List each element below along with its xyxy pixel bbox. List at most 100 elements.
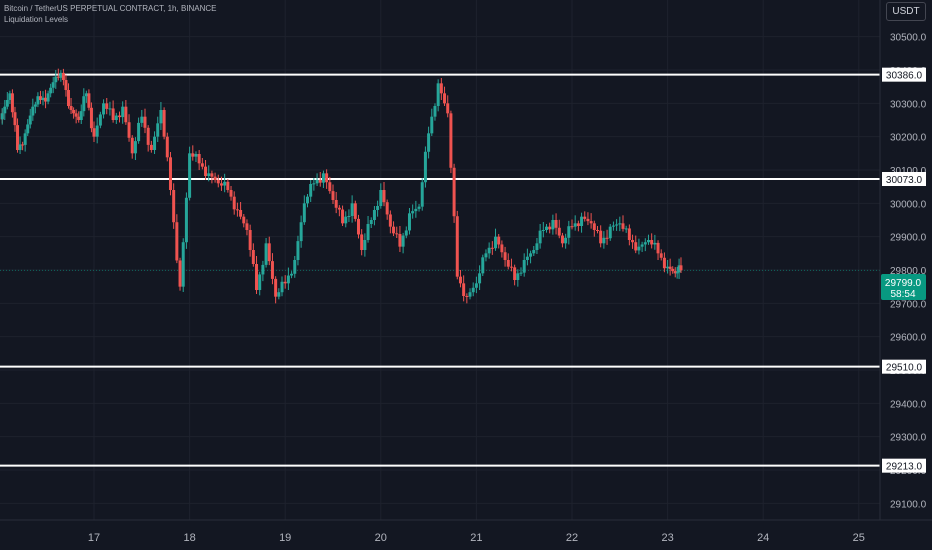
candle-body xyxy=(242,216,246,224)
candle-body xyxy=(509,266,513,268)
candle-body xyxy=(407,213,411,231)
level-price-tags: 30386.0 30073.0 29510.0 29213.0 xyxy=(882,67,926,473)
candle-body xyxy=(659,253,663,258)
candle-body xyxy=(401,235,405,247)
candle-body xyxy=(487,247,491,254)
candle-body xyxy=(363,240,367,250)
candle-body xyxy=(404,230,408,236)
candle-body xyxy=(258,274,262,290)
candle-body xyxy=(497,236,501,245)
candle-body xyxy=(595,230,599,231)
candle-body xyxy=(592,223,596,230)
candle-body xyxy=(458,276,462,284)
candle-body xyxy=(538,230,542,244)
y-tick-label: 29900.0 xyxy=(890,233,927,244)
candle-body xyxy=(92,128,96,137)
candle-body xyxy=(13,112,17,126)
candle-body xyxy=(18,144,22,150)
candle-body xyxy=(264,243,268,265)
candle-body xyxy=(662,257,666,269)
x-tick-label: 23 xyxy=(661,532,673,544)
candle-body xyxy=(503,252,507,260)
candle-body xyxy=(564,237,568,244)
indicator-title[interactable]: Liquidation Levels xyxy=(4,15,69,24)
candle-body xyxy=(267,243,271,262)
candle-body xyxy=(398,234,402,247)
candle-body xyxy=(328,182,332,192)
candle-body xyxy=(146,127,150,145)
candle-body xyxy=(643,242,647,245)
candle-body xyxy=(235,209,239,211)
candle-body xyxy=(631,240,635,243)
candle-body xyxy=(673,271,677,274)
candle-body xyxy=(21,144,25,146)
candle-body xyxy=(420,182,424,207)
candle-body xyxy=(376,206,380,210)
candle-body xyxy=(293,260,297,274)
candle-body xyxy=(248,230,252,250)
candle-body xyxy=(360,234,364,250)
candle-body xyxy=(261,264,265,275)
candle-body xyxy=(312,183,316,185)
candle-body xyxy=(583,216,587,219)
candle-body xyxy=(315,180,319,184)
candle-body xyxy=(79,111,83,120)
candle-body xyxy=(490,247,494,249)
candle-body xyxy=(197,154,201,164)
grid-lines xyxy=(0,0,880,520)
current-price-tag-bg xyxy=(881,274,926,300)
candle-body xyxy=(344,216,348,224)
candle-body xyxy=(529,253,533,257)
candle-body xyxy=(385,202,389,215)
candle-body xyxy=(513,267,517,280)
candle-body xyxy=(331,191,335,200)
candle-body xyxy=(382,190,386,203)
candle-body xyxy=(156,123,160,137)
candle-body xyxy=(299,222,303,242)
candle-body xyxy=(108,108,112,110)
candle-body xyxy=(286,275,290,284)
level-tag-bg xyxy=(882,67,926,82)
time-axis[interactable]: 17 18 19 20 21 22 23 24 25 xyxy=(88,532,865,544)
candle-body xyxy=(49,87,53,94)
candle-body xyxy=(245,223,249,230)
candle-body xyxy=(124,106,128,123)
candle-body xyxy=(82,96,86,112)
candle-body xyxy=(560,235,564,244)
y-tick-label: 30100.0 xyxy=(890,166,927,177)
candle-body xyxy=(140,116,144,123)
chart-legend: Bitcoin / TetherUS PERPETUAL CONTRACT, 1… xyxy=(4,3,217,25)
y-tick-label: 30200.0 xyxy=(890,133,927,144)
level-tag-label: 30073.0 xyxy=(886,175,923,186)
candle-body xyxy=(325,173,329,183)
candle-body xyxy=(506,260,510,267)
candle-body xyxy=(95,125,99,137)
candle-body xyxy=(586,218,590,222)
candle-body xyxy=(321,173,325,183)
candle-body xyxy=(615,224,619,226)
candle-body xyxy=(28,115,32,125)
candle-body xyxy=(411,211,415,214)
candle-body xyxy=(270,261,274,279)
x-tick-label: 20 xyxy=(375,532,387,544)
x-tick-label: 24 xyxy=(757,532,769,544)
candle-body xyxy=(618,223,622,225)
candle-body xyxy=(5,100,9,107)
candle-body xyxy=(102,103,106,115)
symbol-title[interactable]: Bitcoin / TetherUS PERPETUAL CONTRACT, 1… xyxy=(4,4,217,13)
candle-body xyxy=(516,273,520,280)
candle-body xyxy=(213,176,217,180)
candle-body xyxy=(153,136,157,150)
candle-body xyxy=(653,242,657,245)
x-tick-label: 18 xyxy=(183,532,195,544)
candle-body xyxy=(200,163,204,167)
candle-body xyxy=(274,278,278,297)
candle-body xyxy=(334,200,338,208)
candle-body xyxy=(350,203,354,216)
candle-body xyxy=(26,124,30,134)
candle-body xyxy=(0,113,4,120)
currency-button[interactable]: USDT xyxy=(886,2,926,21)
price-axis[interactable]: 30500.030400.030300.030200.030100.030000… xyxy=(890,33,927,511)
